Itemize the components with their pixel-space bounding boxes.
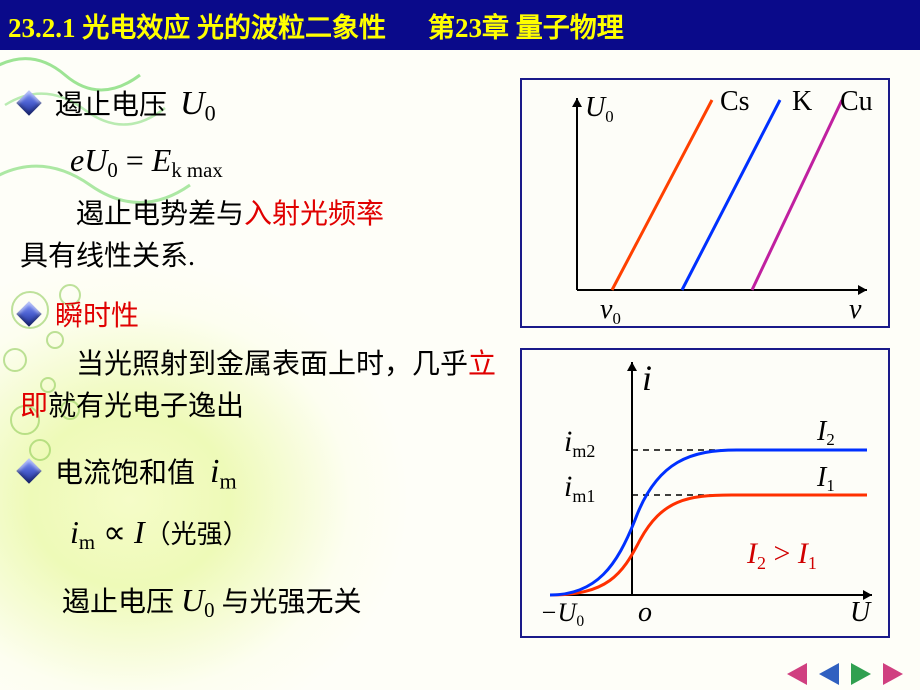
s4-b: 与光强无关 — [215, 587, 362, 618]
s4-var: U — [181, 582, 204, 618]
s1-equation: eU0 = Ek max — [70, 136, 500, 186]
s3-note: （光强） — [145, 520, 249, 549]
svg-text:i: i — [642, 358, 652, 398]
s3-title: 电流饱和值 — [55, 458, 195, 489]
svg-text:im1: im1 — [564, 470, 595, 506]
svg-text:U: U — [850, 597, 872, 628]
nav-last-button[interactable] — [878, 662, 908, 686]
svg-text:I2: I2 — [816, 416, 835, 449]
bullet-icon — [16, 458, 41, 483]
s3-prop: ∝ — [95, 514, 134, 550]
chapter-title: 第23章 量子物理 — [428, 6, 624, 45]
s2-desc-b: 就有光电子逸出 — [48, 391, 244, 422]
svg-text:im2: im2 — [564, 425, 595, 461]
s3-lhs-sub: m — [79, 531, 95, 554]
eq-lhs: eU — [70, 142, 107, 178]
content-area: 遏止电压 U0 eU0 = Ek max 遏止电势差与入射光频率具有线性关系. … — [0, 50, 920, 690]
nav-next-button[interactable] — [846, 662, 876, 686]
s1-desc-hl: 入射光频率 — [244, 199, 384, 230]
svg-text:−U0: −U0 — [540, 598, 584, 630]
s3-lhs: i — [70, 514, 79, 550]
section-title: 23.2.1 光电效应 光的波粒二象性 — [8, 6, 386, 45]
chart-stopping-voltage-vs-frequency: U0 Cs K Cu ν0 ν — [520, 78, 890, 328]
text-column: 遏止电压 U0 eU0 = Ek max 遏止电势差与入射光频率具有线性关系. … — [20, 78, 500, 627]
svg-text:Cu: Cu — [840, 86, 873, 117]
svg-text:ν: ν — [849, 294, 862, 325]
section-stopping-voltage: 遏止电压 U0 eU0 = Ek max 遏止电势差与入射光频率具有线性关系. — [20, 78, 500, 278]
s1-title: 遏止电压 — [55, 90, 167, 121]
svg-text:ν0: ν0 — [600, 294, 621, 326]
s3-sub: m — [219, 469, 236, 494]
eq-eq: = — [118, 142, 152, 178]
svg-text:o: o — [638, 597, 652, 628]
bullet-icon — [16, 301, 41, 326]
eq-rhs: E — [152, 142, 172, 178]
s2-desc: 当光照射到金属表面上时，几乎立即就有光电子逸出 — [20, 344, 500, 428]
nav-footer — [782, 662, 908, 686]
svg-text:Cs: Cs — [720, 86, 750, 117]
s1-desc-a: 遏止电势差与 — [76, 199, 244, 230]
s4-sub: 0 — [204, 600, 214, 623]
svg-text:I1: I1 — [816, 462, 835, 495]
s3-rhs: I — [134, 514, 145, 550]
s1-desc-b: 具有线性关系. — [20, 241, 195, 272]
svg-text:I2 > I1: I2 > I1 — [746, 537, 817, 573]
nav-prev-button[interactable] — [814, 662, 844, 686]
eq-lhs-sub: 0 — [107, 159, 117, 182]
section-saturation-current: 电流饱和值 im im ∝ I（光强） — [20, 446, 500, 558]
eq-rhs-sub: k max — [171, 159, 222, 182]
s1-desc: 遏止电势差与入射光频率具有线性关系. — [20, 194, 500, 278]
chart-current-vs-voltage: i o −U0 Uim1 im2 I1 I2 I2 > I1 — [520, 348, 890, 638]
chart-top-svg: U0 Cs K Cu ν0 ν — [522, 80, 888, 326]
s1-var: U — [180, 85, 205, 122]
s2-desc-a: 当光照射到金属表面上时，几乎 — [76, 349, 468, 380]
section-instantaneity: 瞬时性 当光照射到金属表面上时，几乎立即就有光电子逸出 — [20, 296, 500, 428]
nav-first-button[interactable] — [782, 662, 812, 686]
s4-a: 遏止电压 — [62, 587, 181, 618]
s1-sub: 0 — [205, 101, 216, 126]
s3-equation: im ∝ I（光强） — [70, 508, 500, 558]
section-independence: 遏止电压 U0 与光强无关 — [62, 576, 500, 626]
bullet-icon — [16, 90, 41, 115]
svg-text:U0: U0 — [585, 92, 614, 126]
svg-text:K: K — [792, 86, 812, 117]
chart-bot-svg: i o −U0 Uim1 im2 I1 I2 I2 > I1 — [522, 350, 888, 636]
s2-title: 瞬时性 — [55, 301, 139, 332]
header-bar: 23.2.1 光电效应 光的波粒二象性 第23章 量子物理 — [0, 0, 920, 50]
